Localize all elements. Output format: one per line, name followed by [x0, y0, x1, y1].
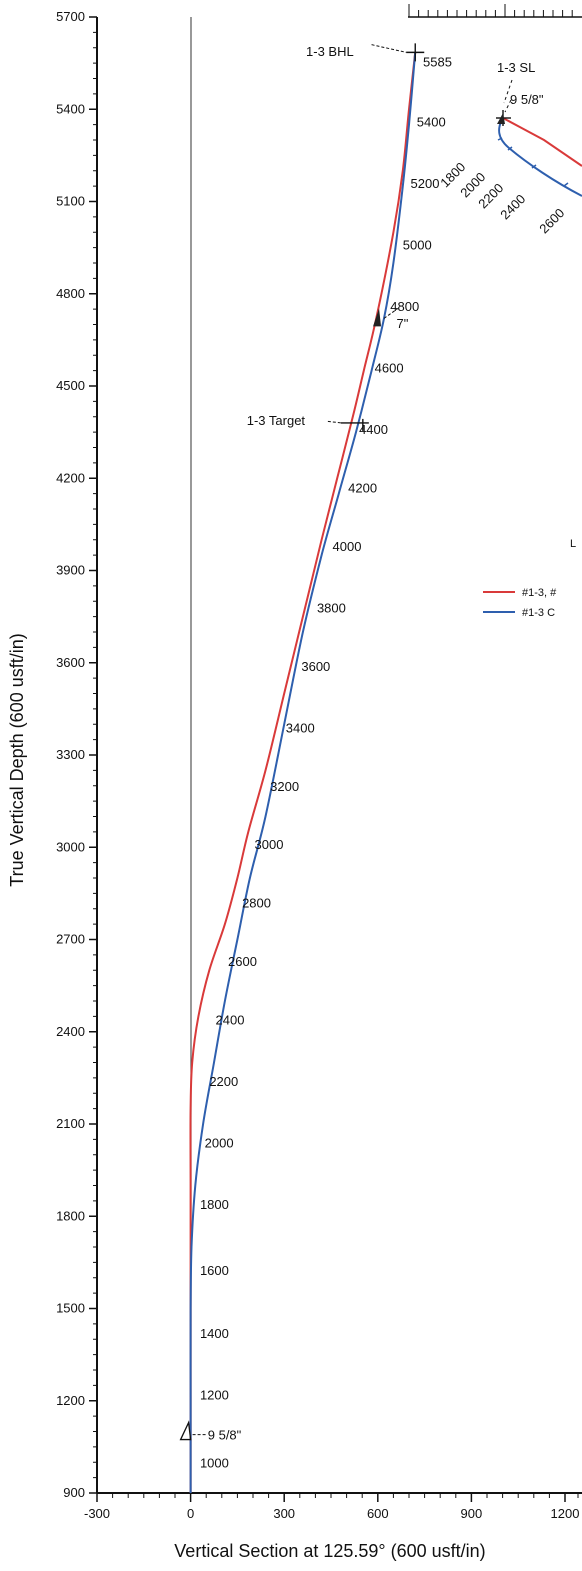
inset-md-tick-4: [563, 182, 569, 187]
md-label: 2200: [209, 1074, 238, 1089]
inset-md-2400: 2400: [497, 191, 528, 222]
inset-sl-marker: [496, 110, 511, 126]
md-label: 5000: [403, 238, 432, 253]
casing-9-5-8-marker: [179, 1420, 192, 1441]
md-label: 5400: [417, 115, 446, 130]
md-label: 3600: [301, 659, 330, 674]
y-tick-label: 1800: [56, 1208, 85, 1223]
annotation-label: 9 5/8": [208, 1428, 242, 1443]
md-label: 3800: [317, 600, 346, 615]
md-label: 2400: [216, 1012, 245, 1027]
md-label: 3000: [255, 837, 284, 852]
y-tick-label: 3600: [56, 655, 85, 670]
legend-label-planned: #1-3, #: [522, 587, 557, 599]
x-tick-label: 600: [367, 1506, 389, 1521]
md-label: 1200: [200, 1388, 229, 1403]
casing-7-leader: [383, 307, 399, 319]
y-tick-label: 2400: [56, 1024, 85, 1039]
x-axis-title: Vertical Section at 125.59° (600 usft/in…: [174, 1541, 485, 1561]
md-label: 1000: [200, 1455, 229, 1470]
y-tick-label: 4500: [56, 378, 85, 393]
y-tick-label: 3300: [56, 747, 85, 762]
x-tick-label: 0: [187, 1506, 194, 1521]
md-label: 2600: [228, 954, 257, 969]
inset-md-tick-3: [531, 164, 537, 169]
md-label: 4600: [375, 361, 404, 376]
md-label: 5200: [411, 176, 440, 191]
md-label: 1600: [200, 1263, 229, 1278]
annotations: 9 5/8" 1-3 Target 7" 1-3 BHL: [208, 44, 409, 1443]
inset-md-2600: 2600: [536, 205, 567, 236]
y-axis-title: True Vertical Depth (600 usft/in): [7, 633, 27, 886]
x-ticks: -300 0 300 600 900 1200: [84, 1493, 579, 1521]
y-tick-label: 1200: [56, 1393, 85, 1408]
y-tick-label: 4800: [56, 286, 85, 301]
x-tick-label: 300: [273, 1506, 295, 1521]
y-tick-label: 4200: [56, 470, 85, 485]
y-tick-label: 1500: [56, 1301, 85, 1316]
x-tick-label: 1200: [551, 1506, 580, 1521]
series: [189, 52, 417, 1494]
md-label: 3200: [270, 779, 299, 794]
inset-actual-path: [498, 117, 582, 197]
md-label: 2000: [205, 1135, 234, 1150]
casing-7-marker: [373, 308, 382, 327]
md-label: 4800: [390, 299, 419, 314]
md-label: 4200: [348, 480, 377, 495]
md-label: 1800: [200, 1197, 229, 1212]
y-ticks: 900 1200 1500 1800 2100 2400 2700 3000 3300 3600 3…: [56, 9, 97, 1500]
y-tick-label: 3000: [56, 839, 85, 854]
annotation-label: 1-3 BHL: [306, 44, 354, 59]
md-label: 1400: [200, 1326, 229, 1341]
inset-casing-label: 9 5/8": [510, 92, 544, 107]
md-label: 2800: [242, 896, 271, 911]
legend-label-actual: #1-3 C: [522, 607, 555, 619]
y-tick-label: 3900: [56, 563, 85, 578]
legend: L #1-3, # #1-3 C: [483, 538, 576, 619]
planned-well-path: [189, 52, 417, 1494]
bhl-leader: [371, 44, 407, 53]
inset-scale-ticks: [408, 4, 573, 17]
inset-md-tick-1: [497, 137, 503, 141]
x-tick-label: 900: [461, 1506, 483, 1521]
inset-sl-leader: [503, 79, 513, 104]
md-label: 4400: [359, 422, 388, 437]
y-tick-label: 5100: [56, 194, 85, 209]
inset-planned-path: [502, 117, 582, 167]
y-tick-label: 2100: [56, 1116, 85, 1131]
y-tick-label: 2700: [56, 932, 85, 947]
y-tick-label: 900: [63, 1485, 85, 1500]
md-label: 4000: [333, 539, 362, 554]
legend-header: L: [570, 538, 576, 550]
markers: [179, 43, 425, 1441]
actual-well-path: [189, 52, 417, 1494]
axes: [96, 17, 582, 1494]
inset-casing-leader: [504, 99, 512, 113]
annotation-label: 1-3 Target: [247, 413, 306, 428]
inset-sl-label: 1-3 SL: [497, 60, 535, 75]
md-label: 3400: [286, 720, 315, 735]
md-labels: 1000 1200 1400 1600 1800 2000 2200 2400 2600 2800…: [200, 55, 452, 1471]
y-tick-label: 5400: [56, 101, 85, 116]
md-label: 5585: [423, 55, 452, 70]
y-tick-label: 5700: [56, 9, 85, 24]
annotation-label: 7": [397, 316, 409, 331]
x-tick-label: -300: [84, 1506, 110, 1521]
inset-md-tick-2: [507, 146, 513, 151]
target-leader: [327, 420, 341, 424]
